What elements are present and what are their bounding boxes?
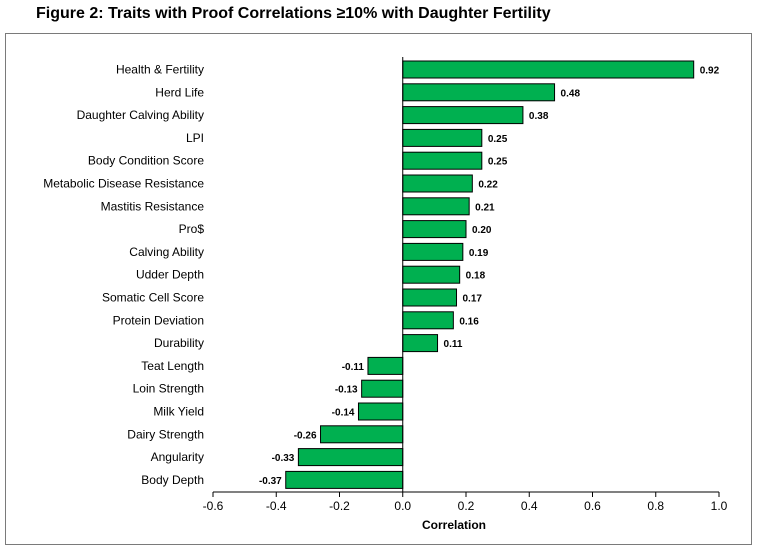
value-label: -0.13 (335, 385, 358, 396)
bar (402, 288, 458, 307)
x-tick-label: 0.2 (458, 499, 475, 513)
bar (402, 128, 483, 147)
value-label: -0.33 (272, 453, 295, 464)
x-axis: -0.6 -0.4 -0.2 0.0 0.2 0.4 0.6 0.8 1.0 (203, 57, 728, 513)
bar (357, 402, 404, 421)
bar (402, 265, 461, 284)
x-tick-label: -0.6 (203, 499, 224, 513)
value-label: 0.18 (466, 271, 486, 282)
chart-frame (5, 33, 752, 545)
value-label: 0.25 (488, 157, 508, 168)
value-label: 0.19 (469, 248, 489, 259)
category-label: Milk Yield (153, 405, 204, 419)
x-tick-label: -0.4 (266, 499, 287, 513)
bar (367, 356, 404, 375)
value-label: 0.22 (478, 180, 498, 191)
category-label: Herd Life (155, 85, 204, 99)
bars-layer (285, 60, 695, 489)
value-label: -0.11 (342, 362, 365, 373)
category-label: Pro$ (179, 222, 205, 236)
value-label: -0.26 (294, 430, 317, 441)
x-tick-label: 0.6 (584, 499, 601, 513)
category-label: Body Depth (141, 473, 204, 487)
x-tick-label: -0.2 (329, 499, 350, 513)
bar (402, 83, 556, 102)
bar (402, 242, 464, 261)
category-label: Angularity (151, 450, 204, 464)
x-axis-title: Correlation (422, 518, 486, 532)
bar (402, 311, 454, 330)
category-label: Health & Fertility (116, 63, 204, 77)
figure-title: Figure 2: Traits with Proof Correlations… (36, 5, 551, 22)
category-labels: Health & Fertility Herd Life Daughter Calv… (43, 63, 204, 487)
category-label: Mastitis Resistance (101, 199, 205, 213)
category-label: Protein Deviation (113, 313, 204, 327)
value-label: 0.38 (529, 111, 549, 122)
value-labels: 0.92 0.48 0.38 0.25 0.25 0.22 0.21 0.20 0.19 0.18… (259, 66, 720, 487)
value-label: 0.25 (488, 134, 508, 145)
value-label: 0.17 (463, 294, 483, 305)
x-tick-label: 0.8 (647, 499, 664, 513)
bar (402, 60, 695, 79)
bar (297, 448, 404, 467)
value-label: -0.14 (332, 408, 355, 419)
x-tick-label: 1.0 (711, 499, 728, 513)
value-label: 0.11 (444, 339, 463, 350)
bar (285, 470, 404, 489)
value-label: -0.37 (259, 476, 282, 487)
value-label: 0.16 (459, 316, 479, 327)
category-label: Udder Depth (136, 268, 204, 282)
category-label: Teat Length (141, 359, 204, 373)
category-label: LPI (186, 131, 204, 145)
value-label: 0.21 (475, 202, 495, 213)
category-label: Daughter Calving Ability (77, 108, 204, 122)
bar (361, 379, 404, 398)
category-label: Body Condition Score (88, 154, 204, 168)
category-label: Durability (154, 336, 204, 350)
value-label: 0.92 (700, 66, 720, 77)
value-label: 0.48 (561, 88, 581, 99)
x-tick-label: 0.4 (521, 499, 538, 513)
category-label: Calving Ability (129, 245, 204, 259)
bar (402, 334, 439, 353)
category-label: Metabolic Disease Resistance (43, 177, 204, 191)
category-label: Loin Strength (133, 382, 204, 396)
value-label: 0.20 (472, 225, 492, 236)
bar (402, 151, 483, 170)
x-tick-label: 0.0 (394, 499, 411, 513)
category-label: Dairy Strength (127, 427, 204, 441)
category-label: Somatic Cell Score (102, 291, 204, 305)
bar (402, 197, 470, 216)
bar (320, 425, 404, 444)
bar (402, 106, 524, 125)
bar (402, 174, 473, 193)
bar (402, 220, 467, 239)
